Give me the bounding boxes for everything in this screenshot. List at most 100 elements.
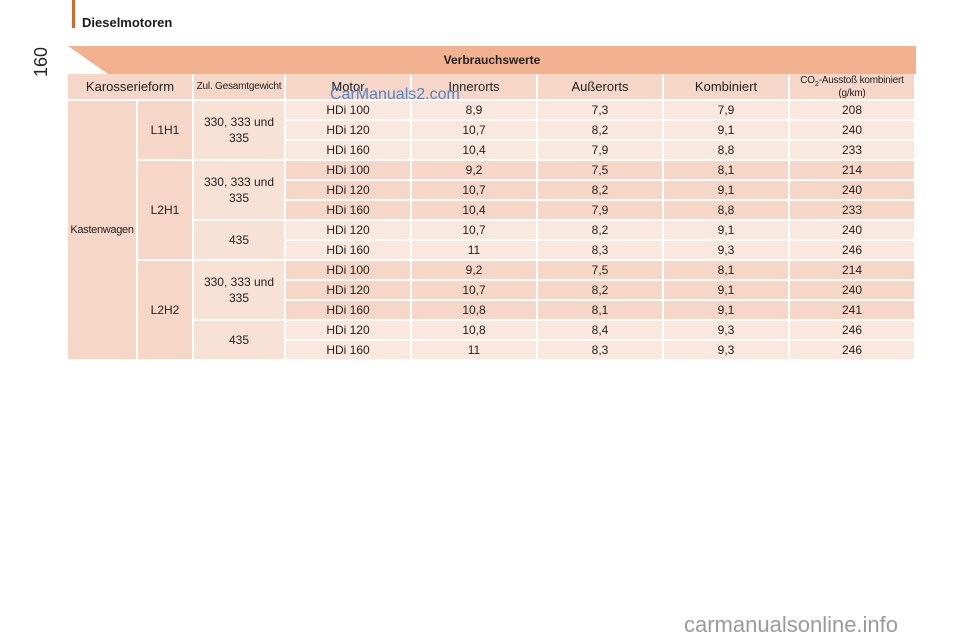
cell-engine: HDi 160 — [286, 201, 412, 221]
cell-highway: 8,2 — [538, 281, 664, 301]
col-header-co2: CO2-Ausstoß kombiniert (g/km) — [790, 74, 916, 101]
table-row: HDi 160 10,4 7,9 8,8 233 — [68, 141, 916, 161]
cell-city: 10,7 — [412, 181, 538, 201]
cell-co2: 240 — [790, 181, 916, 201]
cell-city: 9,2 — [412, 161, 538, 181]
cell-engine: HDi 160 — [286, 241, 412, 261]
table-row: HDi 160 10,4 7,9 8,8 233 — [68, 201, 916, 221]
table-row: Kastenwagen L1H1 330, 333 und 335 HDi 100 8,… — [68, 101, 916, 361]
cell-city: 10,8 — [412, 321, 538, 341]
cell-combined: 8,1 — [664, 161, 790, 181]
section-title: Dieselmotoren — [82, 15, 173, 30]
cell-combined: 8,1 — [664, 261, 790, 281]
table-body: Kastenwagen L1H1 330, 333 und 335 HDi 100 8,… — [68, 101, 916, 361]
cell-engine: HDi 160 — [286, 301, 412, 321]
cell-highway: 8,1 — [538, 301, 664, 321]
table-row: HDi 120 10,7 8,2 9,1 240 — [68, 281, 916, 301]
cell-city: 11 — [412, 241, 538, 261]
cell-combined: 9,1 — [664, 181, 790, 201]
cell-co2: 214 — [790, 261, 916, 281]
cell-combined: 9,1 — [664, 221, 790, 241]
cell-co2: 233 — [790, 141, 916, 161]
cell-co2: 214 — [790, 161, 916, 181]
cell-city: 9,2 — [412, 261, 538, 281]
col-header-body: Karosserieform — [68, 74, 194, 101]
variant-cell: L2H1 — [138, 161, 194, 261]
cell-city: 8,9 — [412, 101, 538, 121]
col-header-engine: Motor — [286, 74, 412, 101]
cell-city: 10,7 — [412, 281, 538, 301]
cell-combined: 7,9 — [664, 101, 790, 121]
cell-combined: 9,1 — [664, 301, 790, 321]
cell-city: 10,4 — [412, 141, 538, 161]
table-row: L2H1 330, 333 und 335 HDi 100 9,2 7,5 8,1 214 — [68, 161, 916, 261]
page-number: 160 — [30, 46, 51, 78]
cell-co2: 240 — [790, 281, 916, 301]
cell-co2: 208 — [790, 101, 916, 121]
consumption-table: Verbrauchswerte Karosserieform Zul. Gesa… — [68, 46, 916, 361]
cell-city: 10,7 — [412, 221, 538, 241]
accent-bar — [72, 0, 75, 28]
table-title-band: Verbrauchswerte — [68, 46, 916, 74]
cell-co2: 246 — [790, 341, 916, 361]
cell-highway: 8,2 — [538, 181, 664, 201]
table-row: HDi 160 11 8,3 9,3 246 — [68, 241, 916, 261]
table-row: HDi 120 10,7 8,2 9,1 240 — [68, 121, 916, 141]
cell-highway: 8,2 — [538, 221, 664, 241]
body-type-cell: Kastenwagen — [68, 101, 138, 361]
cell-combined: 9,1 — [664, 281, 790, 301]
table-row: HDi 160 11 8,3 9,3 246 — [68, 341, 916, 361]
weight-cell: 330, 333 und 335 — [194, 161, 286, 221]
watermark-top: CarManuals2.com — [330, 86, 460, 103]
cell-highway: 8,3 — [538, 241, 664, 261]
table-row: HDi 160 10,8 8,1 9,1 241 — [68, 301, 916, 321]
cell-city: 11 — [412, 341, 538, 361]
cell-combined: 8,8 — [664, 141, 790, 161]
watermark-bottom: carmanualsonline.info — [684, 612, 899, 637]
col-header-combined: Kombiniert — [664, 74, 790, 101]
table-title: Verbrauchswerte — [443, 53, 541, 67]
cell-highway: 7,9 — [538, 141, 664, 161]
cell-city: 10,8 — [412, 301, 538, 321]
cell-highway: 8,2 — [538, 121, 664, 141]
data-table: Karosserieform Zul. Gesamtgewicht Motor … — [68, 74, 916, 361]
cell-co2: 246 — [790, 241, 916, 261]
cell-co2: 246 — [790, 321, 916, 341]
cell-combined: 9,3 — [664, 321, 790, 341]
table-row: L2H2 330, 333 und 335 HDi 100 9,2 7,5 8,1 214 — [68, 261, 916, 361]
header-row: Karosserieform Zul. Gesamtgewicht Motor … — [68, 74, 916, 101]
col-header-city: Innerorts — [412, 74, 538, 101]
cell-highway: 8,4 — [538, 321, 664, 341]
cell-engine: HDi 100 — [286, 101, 412, 121]
cell-highway: 7,5 — [538, 261, 664, 281]
cell-combined: 9,3 — [664, 341, 790, 361]
cell-engine: HDi 100 — [286, 161, 412, 181]
weight-cell: 330, 333 und 335 — [194, 261, 286, 321]
weight-cell: 330, 333 und 335 — [194, 101, 286, 161]
cell-engine: HDi 160 — [286, 141, 412, 161]
cell-co2: 241 — [790, 301, 916, 321]
cell-highway: 8,3 — [538, 341, 664, 361]
cell-combined: 9,3 — [664, 241, 790, 261]
cell-co2: 240 — [790, 221, 916, 241]
cell-co2: 233 — [790, 201, 916, 221]
cell-engine: HDi 100 — [286, 261, 412, 281]
cell-highway: 7,5 — [538, 161, 664, 181]
cell-engine: HDi 120 — [286, 181, 412, 201]
table-row: 435 HDi 120 10,7 8,2 9,1 240 — [68, 221, 916, 261]
cell-engine: HDi 120 — [286, 121, 412, 141]
cell-city: 10,7 — [412, 121, 538, 141]
cell-engine: HDi 120 — [286, 281, 412, 301]
table-row: HDi 120 10,7 8,2 9,1 240 — [68, 181, 916, 201]
cell-city: 10,4 — [412, 201, 538, 221]
col-header-weight: Zul. Gesamtgewicht — [194, 74, 286, 101]
variant-cell: L2H2 — [138, 261, 194, 361]
cell-engine: HDi 120 — [286, 321, 412, 341]
cell-engine: HDi 120 — [286, 221, 412, 241]
cell-highway: 7,9 — [538, 201, 664, 221]
weight-cell: 435 — [194, 221, 286, 261]
cell-combined: 8,8 — [664, 201, 790, 221]
col-header-highway: Außerorts — [538, 74, 664, 101]
cell-engine: HDi 160 — [286, 341, 412, 361]
weight-cell: 435 — [194, 321, 286, 361]
